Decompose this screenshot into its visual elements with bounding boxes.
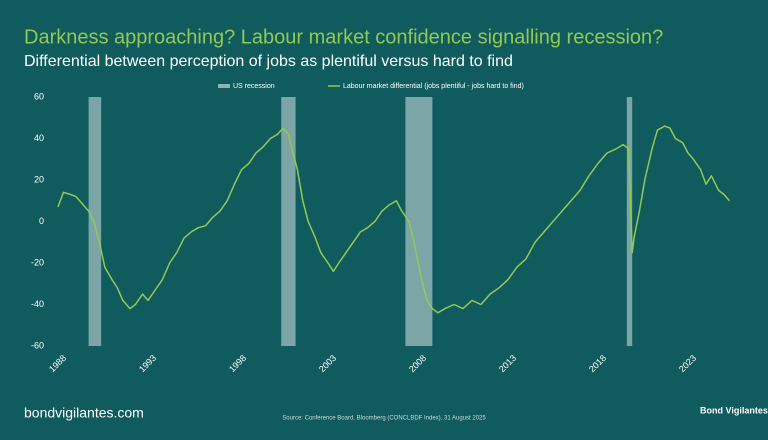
legend-label: Labour market differential (jobs plentif…	[343, 83, 524, 90]
y-tick-label: 40	[34, 133, 44, 143]
recession-band	[281, 97, 296, 346]
y-tick-label: -40	[31, 299, 44, 309]
logo: Bond Vigilantes	[700, 405, 768, 415]
legend-label: US recession	[233, 83, 275, 90]
chart-subtitle: Differential between perception of jobs …	[24, 53, 513, 70]
recession-band	[626, 97, 633, 346]
y-tick-label: 0	[39, 216, 44, 226]
y-tick-label: -20	[31, 257, 44, 267]
y-tick-label: -60	[31, 340, 44, 350]
recession-band	[405, 97, 433, 346]
source: Source: Conference Board, Bloomberg (CON…	[282, 416, 486, 422]
site: bondvigilantes.com	[24, 405, 144, 421]
recession-band	[88, 97, 102, 346]
y-tick-label: 20	[34, 174, 44, 184]
legend-swatch	[218, 84, 230, 88]
series-line	[57, 125, 730, 314]
y-tick-label: 60	[34, 91, 44, 101]
chart-title: Darkness approaching? Labour market conf…	[24, 26, 663, 48]
